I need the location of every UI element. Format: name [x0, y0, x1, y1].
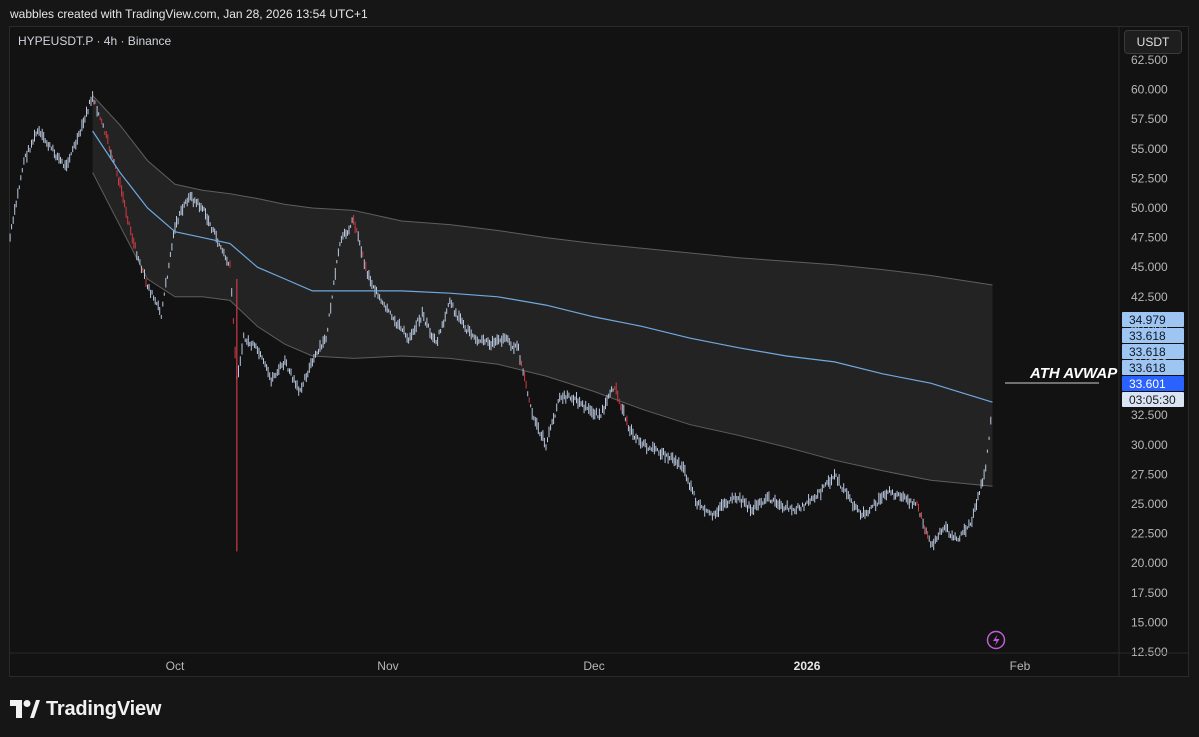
chart-pane[interactable] — [9, 26, 1189, 677]
author-caption: wabbles created with TradingView.com, Ja… — [10, 7, 368, 21]
footer — [0, 678, 1199, 737]
tradingview-logo[interactable]: TradingView — [10, 697, 161, 721]
currency-button[interactable]: USDT — [1124, 30, 1182, 54]
tradingview-logo-text: TradingView — [46, 697, 162, 720]
symbol-title: HYPEUSDT.P · 4h · Binance — [18, 34, 172, 48]
tradingview-logo-icon — [10, 700, 40, 718]
watermark-bar: wabbles created with TradingView.com, Ja… — [0, 0, 1199, 26]
